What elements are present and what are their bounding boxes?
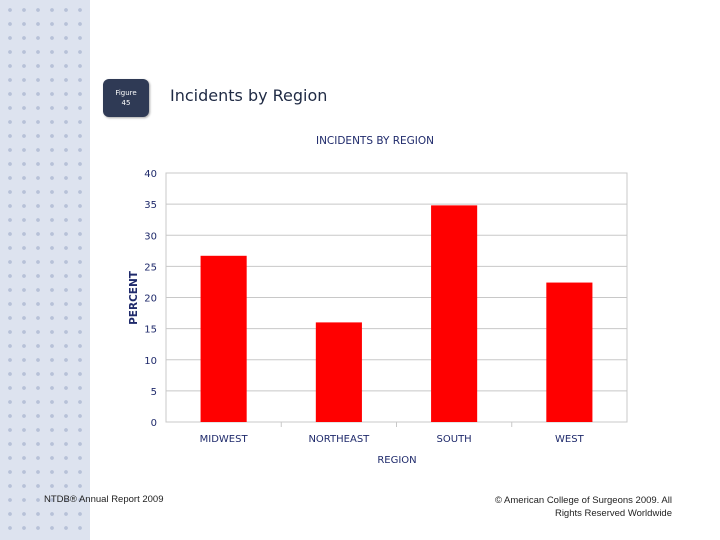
slide-title: Incidents by Region	[170, 86, 328, 105]
y-tick-labels: 0 5 10 15 20 25 30 35 40	[144, 169, 157, 429]
bar-south	[431, 205, 478, 422]
x-tick-label: SOUTH	[437, 434, 472, 445]
y-tick-label: 5	[151, 387, 157, 398]
bar-northeast	[315, 322, 362, 422]
footer-report-name: NTDB® Annual Report 2009	[44, 494, 164, 505]
bars	[200, 205, 593, 422]
x-tick-labels: MIDWEST NORTHEAST SOUTH WEST	[200, 434, 585, 445]
footer-copyright: © American College of Surgeons 2009. All…	[494, 495, 672, 519]
bar-midwest	[200, 255, 247, 422]
y-tick-label: 15	[144, 325, 157, 336]
figure-badge: Figure 45	[103, 79, 149, 117]
y-tick-label: 30	[144, 231, 157, 242]
x-tick-label: WEST	[555, 434, 585, 445]
x-axis-label: REGION	[377, 455, 416, 466]
plot-frame	[165, 172, 628, 423]
bar-west	[546, 282, 593, 422]
side-decoration-band	[0, 0, 90, 540]
x-tick-label: NORTHEAST	[308, 434, 370, 445]
y-tick-label: 10	[144, 356, 157, 367]
y-tick-label: 35	[144, 200, 157, 211]
x-tick-label: MIDWEST	[200, 434, 249, 445]
y-tick-label: 20	[144, 294, 157, 305]
figure-badge-number: 45	[121, 99, 131, 107]
y-tick-label: 0	[151, 418, 157, 429]
chart-title: INCIDENTS BY REGION	[316, 135, 434, 147]
figure-badge-label: Figure	[115, 89, 137, 97]
y-axis-label: PERCENT	[128, 270, 140, 325]
y-tick-label: 40	[144, 169, 157, 180]
y-tick-label: 25	[144, 262, 157, 273]
